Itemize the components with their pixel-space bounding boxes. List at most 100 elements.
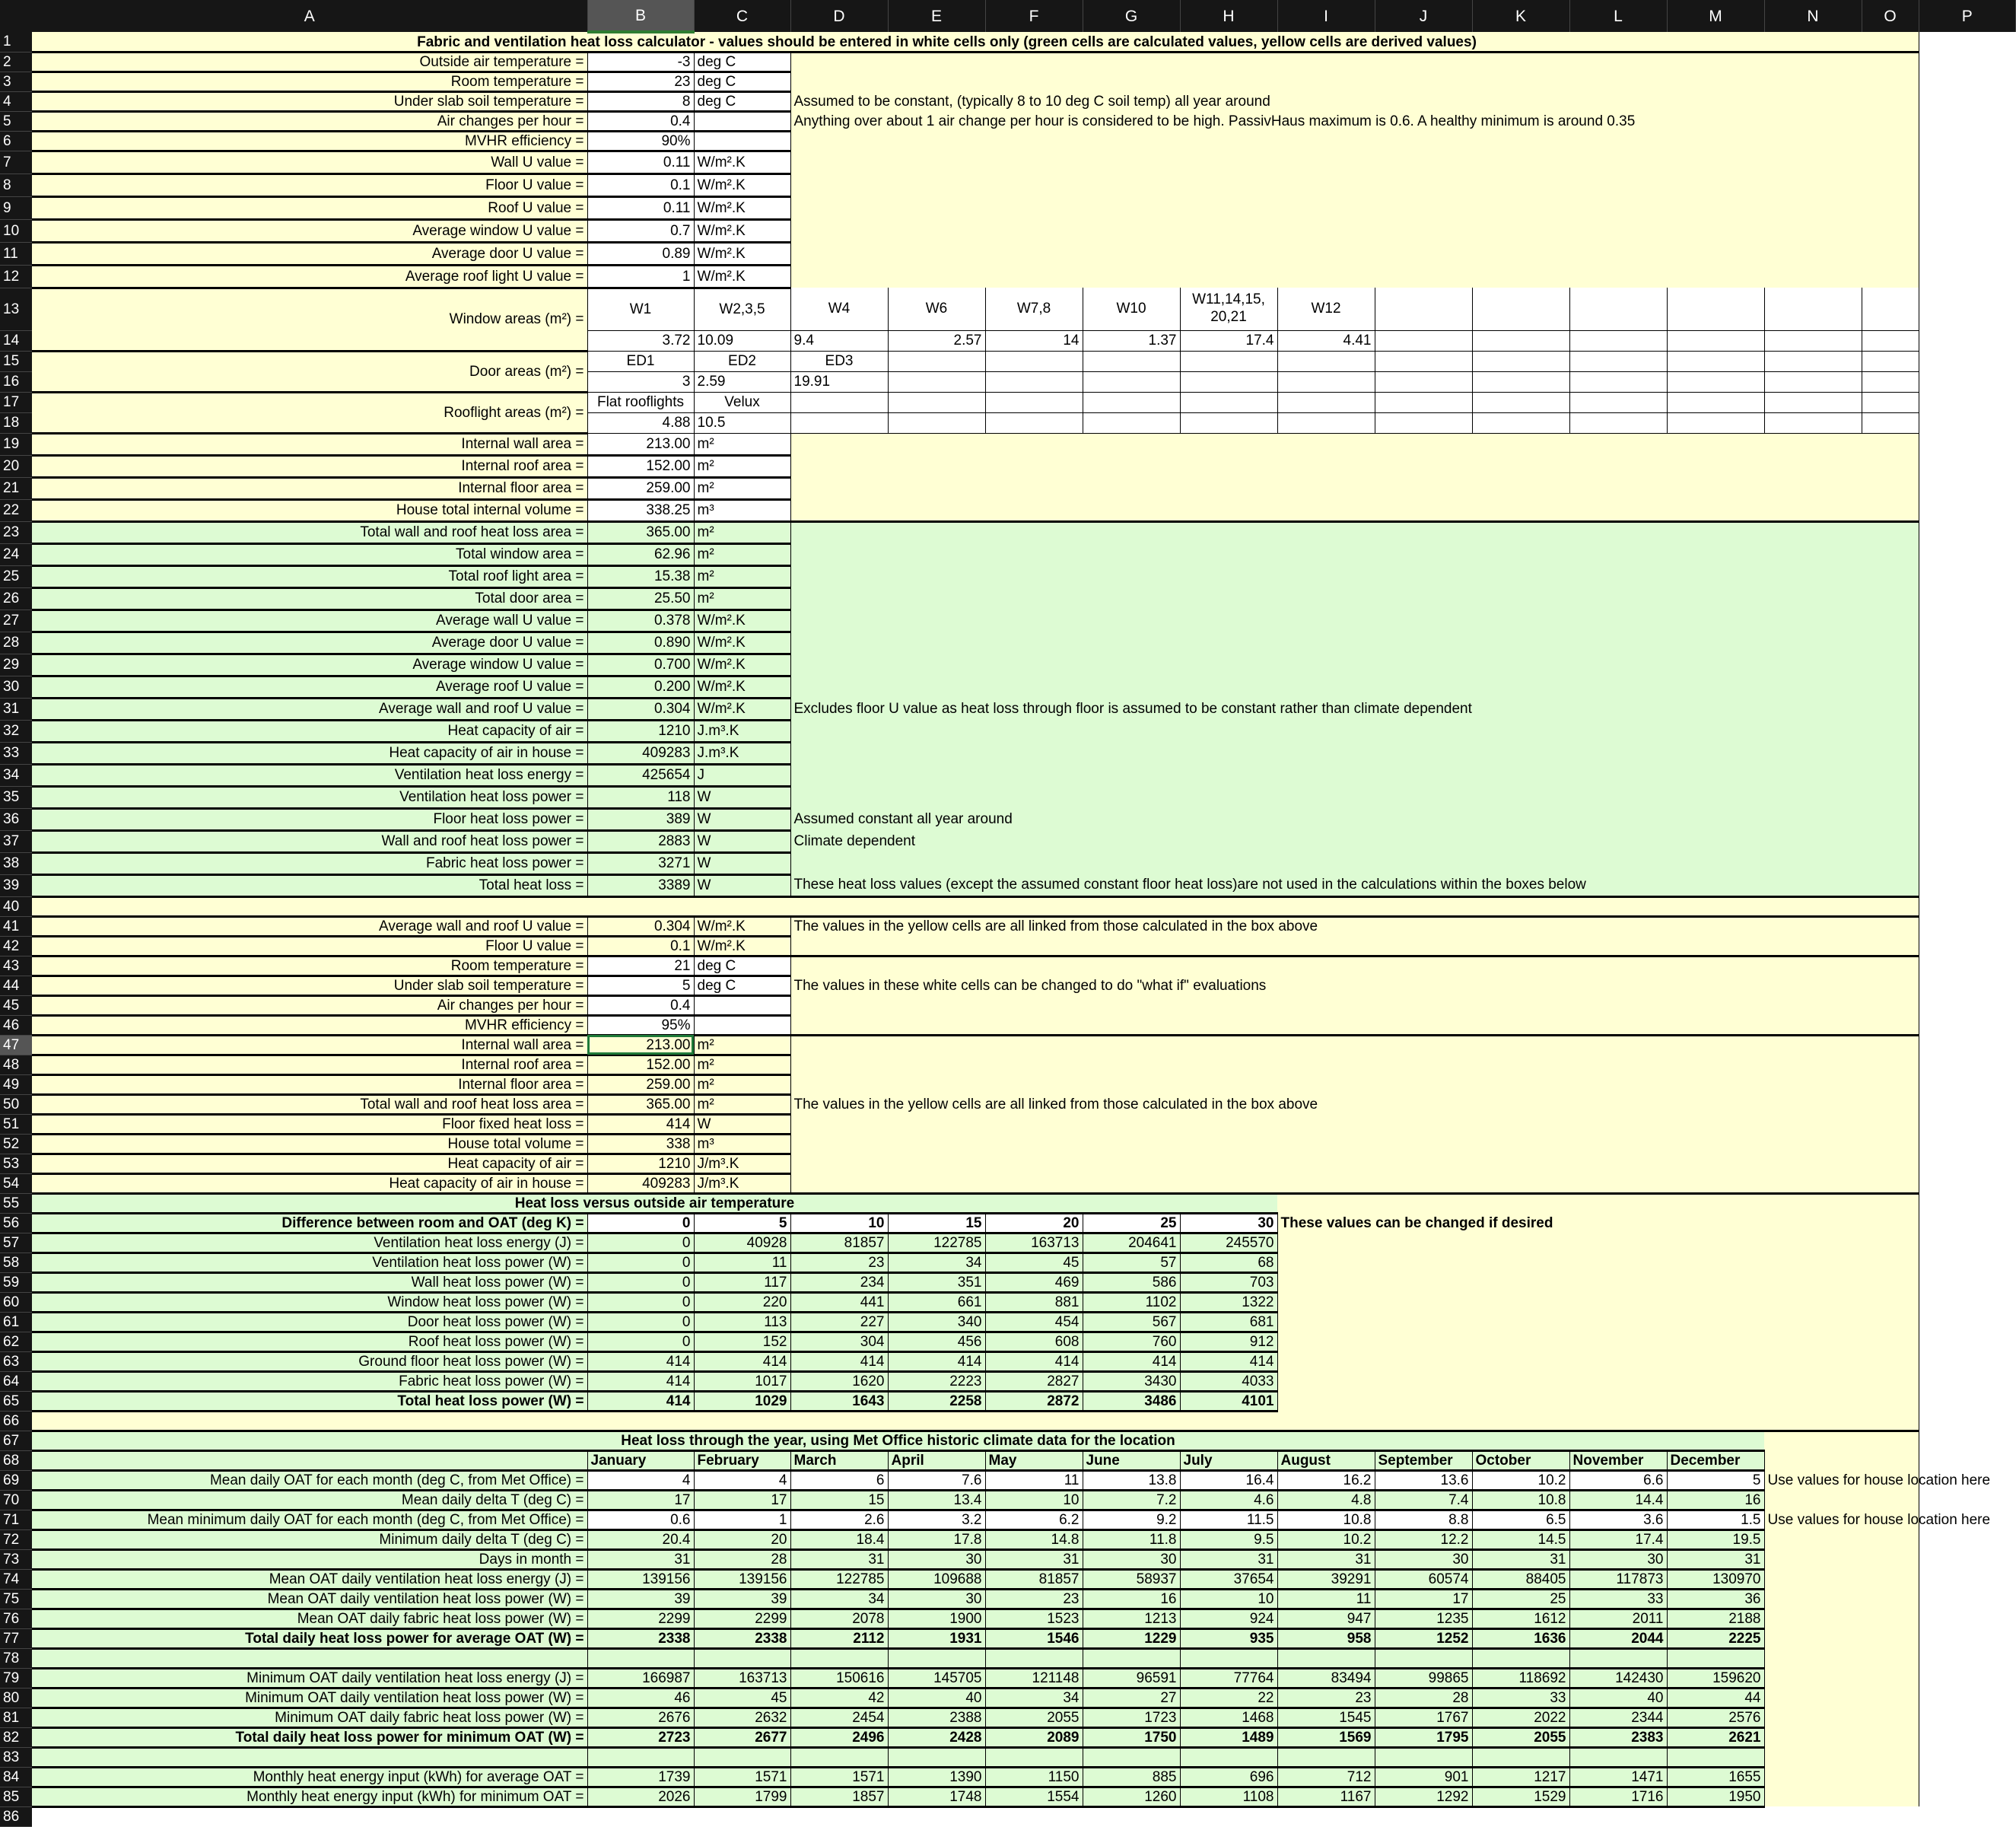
row-header[interactable]: 31 [0, 698, 32, 721]
cell-d13[interactable]: W4 [790, 288, 889, 331]
cell-b12[interactable]: 1 [587, 265, 695, 289]
row-header[interactable]: 64 [0, 1371, 32, 1392]
row-header[interactable]: 27 [0, 610, 32, 632]
row-header[interactable]: 16 [0, 371, 32, 393]
row-header[interactable]: 70 [0, 1490, 32, 1510]
row-header[interactable]: 9 [0, 196, 32, 220]
row-header[interactable]: 36 [0, 808, 32, 831]
empty-cell[interactable] [1277, 351, 1375, 372]
cell-e71[interactable]: 3.2 [888, 1510, 986, 1531]
cell-i13[interactable]: W12 [1277, 288, 1375, 331]
cell-b16[interactable]: 3 [587, 371, 695, 393]
cell-g56[interactable]: 25 [1083, 1213, 1181, 1234]
cell-b44[interactable]: 5 [587, 976, 695, 997]
row-header[interactable]: 40 [0, 896, 32, 917]
row-header[interactable]: 20 [0, 455, 32, 478]
cell-b2[interactable]: -3 [587, 52, 695, 73]
column-header-d[interactable]: D [790, 0, 889, 32]
column-header-l[interactable]: L [1569, 0, 1668, 32]
row-header[interactable]: 17 [0, 392, 32, 413]
row-header[interactable]: 75 [0, 1589, 32, 1609]
empty-cell[interactable] [1180, 371, 1278, 393]
cell-b46[interactable]: 95% [587, 1015, 695, 1036]
empty-cell[interactable] [1083, 351, 1181, 372]
cell-g71[interactable]: 9.2 [1083, 1510, 1181, 1531]
row-header[interactable]: 79 [0, 1668, 32, 1689]
cell-c22[interactable]: m³ [694, 499, 791, 523]
empty-cell[interactable] [1375, 412, 1473, 434]
empty-cell[interactable] [985, 351, 1083, 372]
column-header-p[interactable]: P [1919, 0, 2016, 32]
cell-b21[interactable]: 259.00 [587, 477, 695, 501]
row-header[interactable]: 51 [0, 1114, 32, 1135]
cell-c7[interactable]: W/m².K [694, 151, 791, 175]
empty-cell[interactable] [1375, 330, 1473, 352]
empty-cell[interactable] [1083, 392, 1181, 413]
empty-cell[interactable] [1569, 392, 1668, 413]
row-header[interactable]: 8 [0, 173, 32, 197]
row-header[interactable]: 73 [0, 1549, 32, 1570]
cell-b20[interactable]: 152.00 [587, 455, 695, 479]
row-header[interactable]: 28 [0, 632, 32, 654]
empty-cell[interactable] [1277, 371, 1375, 393]
empty-cell[interactable] [1472, 330, 1570, 352]
cell-c4[interactable]: deg C [694, 91, 791, 113]
cell-b69[interactable]: 4 [587, 1470, 695, 1491]
empty-cell[interactable] [1277, 392, 1375, 413]
cell-c11[interactable]: W/m².K [694, 242, 791, 266]
row-header[interactable]: 14 [0, 330, 32, 352]
row-header[interactable]: 82 [0, 1727, 32, 1748]
row-header[interactable]: 21 [0, 477, 32, 500]
row-header[interactable]: 50 [0, 1094, 32, 1115]
cell-b56[interactable]: 0 [587, 1213, 695, 1234]
cell-b6[interactable]: 90% [587, 131, 695, 152]
cell-b10[interactable]: 0.7 [587, 219, 695, 243]
cell-c3[interactable]: deg C [694, 72, 791, 93]
cell-c8[interactable]: W/m².K [694, 173, 791, 198]
row-header[interactable]: 81 [0, 1708, 32, 1728]
cell-m71[interactable]: 1.5 [1667, 1510, 1765, 1531]
row-header[interactable]: 23 [0, 521, 32, 544]
empty-cell[interactable] [1472, 392, 1570, 413]
cell-d16[interactable]: 19.91 [790, 371, 889, 393]
row-header[interactable]: 37 [0, 830, 32, 853]
empty-cell[interactable] [1472, 412, 1570, 434]
row-header[interactable]: 12 [0, 265, 32, 288]
row-header[interactable]: 85 [0, 1787, 32, 1807]
cell-e14[interactable]: 2.57 [888, 330, 986, 352]
cell-e56[interactable]: 15 [888, 1213, 986, 1234]
row-header[interactable]: 62 [0, 1332, 32, 1352]
cell-d15[interactable]: ED3 [790, 351, 889, 372]
cell-g13[interactable]: W10 [1083, 288, 1181, 331]
cell-l69[interactable]: 6.6 [1569, 1470, 1668, 1491]
column-header-f[interactable]: F [985, 0, 1083, 32]
cell-e69[interactable]: 7.6 [888, 1470, 986, 1491]
cell-b71[interactable]: 0.6 [587, 1510, 695, 1531]
column-header-o[interactable]: O [1862, 0, 1919, 32]
empty-cell[interactable] [888, 351, 986, 372]
row-header[interactable]: 58 [0, 1252, 32, 1273]
empty-cell[interactable] [1083, 412, 1181, 434]
row-header[interactable]: 34 [0, 764, 32, 787]
empty-cell[interactable] [1667, 330, 1765, 352]
column-header-k[interactable]: K [1472, 0, 1570, 32]
cell-g14[interactable]: 1.37 [1083, 330, 1181, 352]
cell-d69[interactable]: 6 [790, 1470, 889, 1491]
cell-h71[interactable]: 11.5 [1180, 1510, 1278, 1531]
row-header[interactable]: 65 [0, 1391, 32, 1412]
cell-b9[interactable]: 0.11 [587, 196, 695, 221]
empty-cell[interactable] [1667, 392, 1765, 413]
cell-c71[interactable]: 1 [694, 1510, 791, 1531]
cell-c13[interactable]: W2,3,5 [694, 288, 791, 331]
empty-cell[interactable] [1375, 351, 1473, 372]
row-header[interactable]: 54 [0, 1173, 32, 1194]
row-header[interactable]: 77 [0, 1628, 32, 1649]
row-header[interactable]: 84 [0, 1767, 32, 1787]
row-header[interactable]: 19 [0, 433, 32, 456]
row-header[interactable]: 11 [0, 242, 32, 266]
cell-c69[interactable]: 4 [694, 1470, 791, 1491]
row-header[interactable]: 47 [0, 1035, 32, 1055]
cell-b3[interactable]: 23 [587, 72, 695, 93]
row-header[interactable]: 41 [0, 916, 32, 937]
cell-b17[interactable]: Flat rooflights [587, 392, 695, 413]
